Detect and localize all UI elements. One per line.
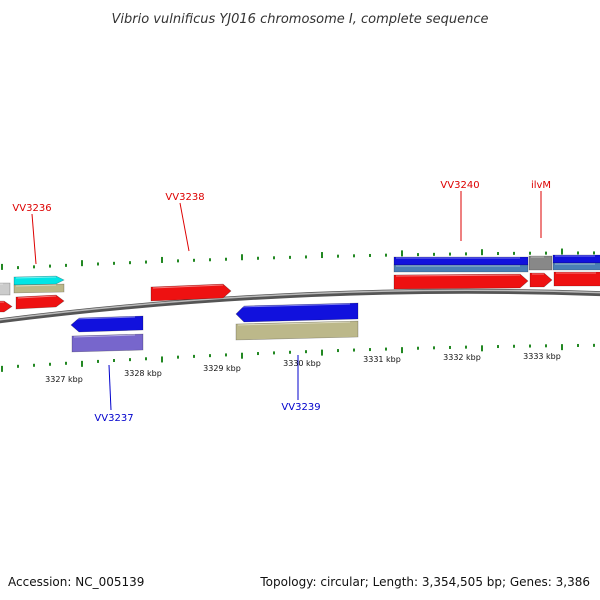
- feature-ilvm: [528, 255, 553, 271]
- feature-vv3239: [235, 302, 359, 323]
- gene-label-vv3238[interactable]: VV3238: [165, 192, 204, 203]
- feature-arrow-highlight: [15, 276, 57, 279]
- feature-block: [71, 333, 144, 353]
- feature-arrow: [15, 294, 65, 310]
- feature-block: [13, 283, 65, 294]
- scale-label: 3327 kbp: [45, 375, 83, 384]
- scale-label: 3332 kbp: [443, 353, 481, 362]
- backbone-circle-arc: [0, 288, 600, 324]
- feature-vv3238: [150, 283, 232, 302]
- feature-block-highlight: [73, 334, 136, 338]
- feature-block: [393, 264, 529, 273]
- feature-block: [552, 254, 600, 264]
- outer-tick-marks: [1, 248, 595, 270]
- feature-arrow: [529, 272, 553, 288]
- feature-vv3238-highlight: [152, 284, 224, 289]
- leader-line-vv3238: [179, 202, 190, 252]
- backbone-highlight: [0, 289, 600, 321]
- inner-tick-marks: [1, 343, 595, 372]
- scale-label: 3330 kbp: [283, 359, 321, 368]
- feature-block-highlight: [237, 321, 351, 326]
- scale-label: 3333 kbp: [523, 352, 561, 361]
- gene-label-vv3239[interactable]: VV3239: [281, 402, 320, 413]
- topology-summary: Topology: circular; Length: 3,354,505 bp…: [259, 575, 590, 589]
- feature-block: [552, 262, 600, 271]
- feature-arrow-highlight: [395, 274, 521, 277]
- gene-label-lines: [31, 191, 542, 411]
- accession-text: Accession: NC_005139: [8, 575, 144, 589]
- feature-vv3237-highlight: [72, 316, 136, 320]
- gene-label-vv3236[interactable]: VV3236: [12, 203, 51, 214]
- feature-vv3237: [70, 315, 144, 333]
- gene-label-ilvm[interactable]: ilvM: [531, 180, 551, 191]
- feature-arrow: [0, 300, 13, 313]
- feature-tracks: [0, 254, 600, 353]
- feature-block: [235, 320, 359, 341]
- scale-label: 3329 kbp: [203, 364, 241, 373]
- scale-label: 3331 kbp: [363, 355, 401, 364]
- map-title: Vibrio vulnificus YJ016 chromosome I, co…: [111, 12, 488, 27]
- feature-arrow: [553, 271, 600, 287]
- feature-arrow: [393, 273, 529, 290]
- feature-block-highlight: [15, 284, 57, 287]
- scale-label: 3328 kbp: [124, 369, 162, 378]
- leader-line-vv3236: [31, 213, 37, 265]
- gene-label-vv3237[interactable]: VV3237: [94, 413, 133, 424]
- leader-line-vv3237: [108, 364, 112, 411]
- feature-arrow-highlight: [17, 295, 57, 299]
- feature-arrow: [13, 275, 65, 286]
- feature-vv3239-highlight: [237, 303, 351, 308]
- feature-block: [0, 282, 11, 296]
- gene-label-vv3240[interactable]: VV3240: [440, 180, 479, 191]
